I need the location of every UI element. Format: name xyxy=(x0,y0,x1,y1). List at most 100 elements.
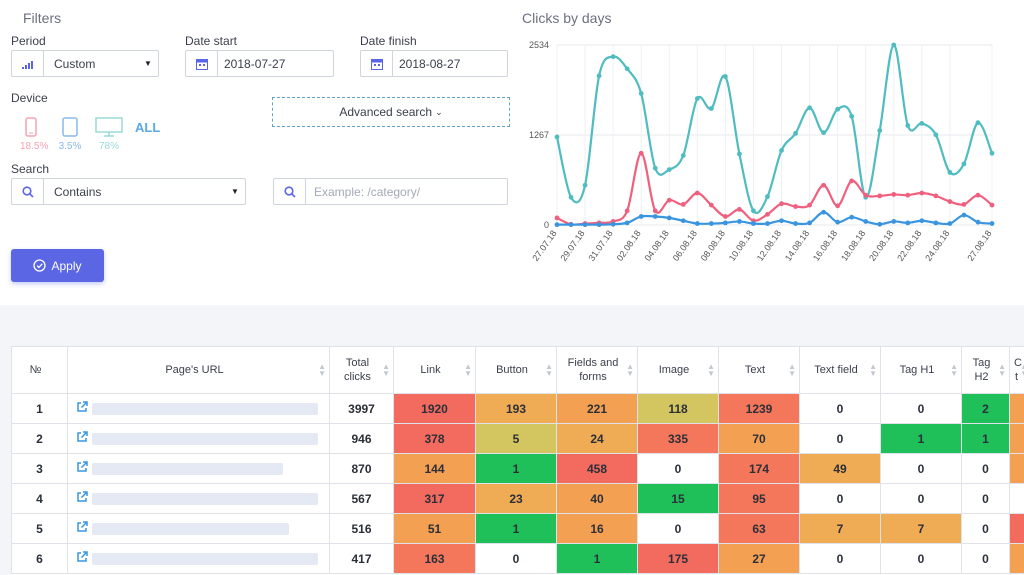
page-url-cell[interactable] xyxy=(67,543,330,574)
data-point-mobile[interactable] xyxy=(989,202,995,208)
data-point-mobile[interactable] xyxy=(694,190,700,196)
data-point-tablet[interactable] xyxy=(582,222,588,228)
data-point-desktop[interactable] xyxy=(891,42,897,48)
data-point-desktop[interactable] xyxy=(961,161,967,167)
data-point-desktop[interactable] xyxy=(919,121,925,126)
data-point-desktop[interactable] xyxy=(989,150,995,156)
data-point-tablet[interactable] xyxy=(891,219,897,224)
data-point-desktop[interactable] xyxy=(947,170,953,175)
data-point-tablet[interactable] xyxy=(989,221,995,226)
data-point-tablet[interactable] xyxy=(680,218,686,224)
data-point-desktop[interactable] xyxy=(708,106,714,111)
data-point-mobile[interactable] xyxy=(737,206,742,212)
data-point-mobile[interactable] xyxy=(624,208,630,214)
data-point-desktop[interactable] xyxy=(807,105,812,111)
page-url-cell[interactable] xyxy=(67,393,330,424)
device-desktop[interactable]: 78% xyxy=(94,117,124,152)
data-point-desktop[interactable] xyxy=(666,167,672,172)
data-point-tablet[interactable] xyxy=(708,221,714,226)
page-url-cell[interactable] xyxy=(67,453,330,484)
data-point-tablet[interactable] xyxy=(835,219,841,225)
advanced-search-button[interactable]: Advanced search ⌄ xyxy=(272,97,510,127)
data-point-mobile[interactable] xyxy=(638,150,644,156)
external-link-icon[interactable] xyxy=(76,491,88,506)
search-input[interactable]: Example: /category/ xyxy=(273,178,508,205)
column-header[interactable]: Tag H2 ▲ ▼ xyxy=(961,346,1010,394)
data-point-desktop[interactable] xyxy=(722,74,728,79)
data-point-mobile[interactable] xyxy=(652,208,658,214)
search-mode-select[interactable]: Contains ▼ xyxy=(11,178,246,205)
data-point-desktop[interactable] xyxy=(652,165,658,171)
data-point-desktop[interactable] xyxy=(765,194,770,199)
device-tablet[interactable]: 3.5% xyxy=(57,117,83,152)
page-url-cell[interactable] xyxy=(67,423,330,454)
data-point-mobile[interactable] xyxy=(765,211,770,217)
column-header[interactable]: C t▲▼ xyxy=(1009,346,1024,394)
date-finish-input[interactable]: 2018-08-27 xyxy=(360,50,508,77)
data-point-tablet[interactable] xyxy=(849,214,855,220)
data-point-desktop[interactable] xyxy=(905,123,911,128)
data-point-tablet[interactable] xyxy=(877,221,883,227)
data-point-mobile[interactable] xyxy=(708,202,714,208)
data-point-desktop[interactable] xyxy=(975,120,981,126)
data-point-mobile[interactable] xyxy=(947,199,953,204)
column-header[interactable]: Button ▲ ▼ xyxy=(475,346,557,394)
column-header[interactable]: № xyxy=(11,346,68,394)
column-header[interactable]: Image ▲ ▼ xyxy=(637,346,719,394)
data-point-desktop[interactable] xyxy=(638,91,644,96)
data-point-mobile[interactable] xyxy=(807,202,812,208)
device-mobile[interactable]: 18.5% xyxy=(20,117,48,152)
data-point-desktop[interactable] xyxy=(793,130,798,136)
data-point-tablet[interactable] xyxy=(624,220,630,226)
data-point-mobile[interactable] xyxy=(961,202,967,207)
data-point-tablet[interactable] xyxy=(568,222,574,228)
device-all[interactable]: ALL xyxy=(135,120,161,135)
data-point-tablet[interactable] xyxy=(947,221,953,226)
data-point-tablet[interactable] xyxy=(765,221,770,226)
page-url-cell[interactable] xyxy=(67,513,330,544)
external-link-icon[interactable] xyxy=(76,431,88,446)
data-point-desktop[interactable] xyxy=(568,194,574,200)
data-point-desktop[interactable] xyxy=(694,96,700,101)
data-point-tablet[interactable] xyxy=(694,221,700,226)
data-point-desktop[interactable] xyxy=(933,132,939,138)
period-select[interactable]: Custom ▼ xyxy=(11,50,159,77)
data-point-tablet[interactable] xyxy=(975,219,981,225)
data-point-tablet[interactable] xyxy=(638,214,644,219)
apply-button[interactable]: Apply xyxy=(11,249,104,282)
external-link-icon[interactable] xyxy=(76,551,88,566)
data-point-tablet[interactable] xyxy=(779,218,784,224)
data-point-mobile[interactable] xyxy=(975,192,981,198)
column-header[interactable]: Fields and forms ▲ ▼ xyxy=(556,346,638,394)
data-point-tablet[interactable] xyxy=(722,220,728,226)
data-point-mobile[interactable] xyxy=(877,193,883,199)
data-point-desktop[interactable] xyxy=(877,128,883,133)
data-point-desktop[interactable] xyxy=(779,148,784,153)
data-point-tablet[interactable] xyxy=(961,212,967,218)
data-point-mobile[interactable] xyxy=(793,204,798,209)
data-point-tablet[interactable] xyxy=(652,214,658,219)
data-point-tablet[interactable] xyxy=(905,220,911,226)
column-header[interactable]: Text ▲ ▼ xyxy=(718,346,800,394)
data-point-mobile[interactable] xyxy=(905,192,911,198)
data-point-mobile[interactable] xyxy=(835,203,841,209)
external-link-icon[interactable] xyxy=(76,521,88,536)
data-point-tablet[interactable] xyxy=(554,222,560,228)
data-point-tablet[interactable] xyxy=(793,221,798,226)
data-point-mobile[interactable] xyxy=(680,202,686,207)
data-point-tablet[interactable] xyxy=(737,219,742,224)
column-header[interactable]: Total clicks ▲ ▼ xyxy=(329,346,394,394)
data-point-desktop[interactable] xyxy=(554,134,560,140)
data-point-mobile[interactable] xyxy=(849,178,855,184)
data-point-tablet[interactable] xyxy=(863,219,869,224)
data-point-desktop[interactable] xyxy=(596,73,602,79)
data-point-tablet[interactable] xyxy=(596,222,602,228)
data-point-desktop[interactable] xyxy=(582,182,588,188)
data-point-mobile[interactable] xyxy=(933,193,939,199)
data-point-desktop[interactable] xyxy=(821,130,827,136)
data-point-mobile[interactable] xyxy=(554,215,560,221)
data-point-desktop[interactable] xyxy=(835,106,841,112)
data-point-desktop[interactable] xyxy=(624,66,630,72)
data-point-tablet[interactable] xyxy=(751,221,756,226)
data-point-desktop[interactable] xyxy=(680,152,686,158)
